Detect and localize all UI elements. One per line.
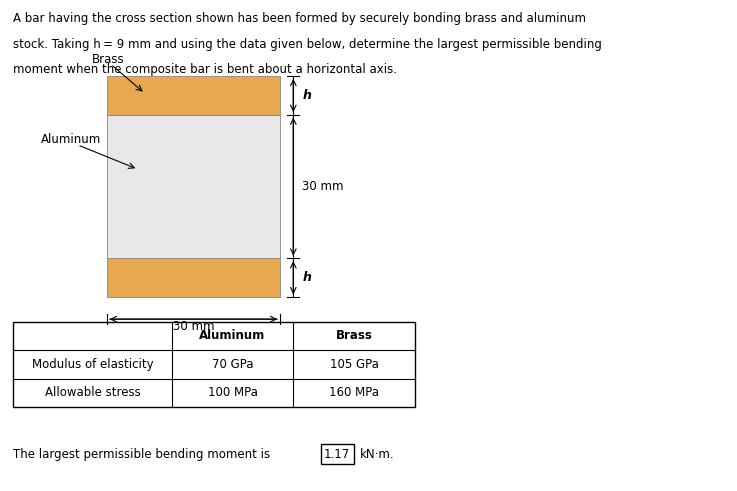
- Bar: [107, 258, 280, 297]
- Text: 160 MPa: 160 MPa: [329, 386, 379, 399]
- Text: moment when the composite bar is bent about a horizontal axis.: moment when the composite bar is bent ab…: [13, 63, 397, 76]
- Text: h: h: [302, 89, 311, 102]
- Text: Allowable stress: Allowable stress: [45, 386, 140, 399]
- Text: 30 mm: 30 mm: [302, 180, 343, 193]
- Bar: [107, 115, 280, 258]
- Text: h: h: [302, 271, 311, 284]
- Text: Brass: Brass: [335, 329, 373, 342]
- Text: A bar having the cross section shown has been formed by securely bonding brass a: A bar having the cross section shown has…: [13, 12, 586, 25]
- Text: 30 mm: 30 mm: [172, 320, 214, 332]
- Text: 70 GPa: 70 GPa: [212, 358, 254, 371]
- Bar: [107, 76, 280, 115]
- Bar: [321, 444, 354, 464]
- Text: 105 GPa: 105 GPa: [329, 358, 379, 371]
- Text: kN·m.: kN·m.: [360, 448, 394, 461]
- Text: Aluminum: Aluminum: [200, 329, 265, 342]
- Text: Brass: Brass: [92, 53, 125, 66]
- Text: 100 MPa: 100 MPa: [208, 386, 257, 399]
- Text: 1.17: 1.17: [324, 448, 350, 461]
- Text: Aluminum: Aluminum: [41, 134, 101, 146]
- Text: stock. Taking h = 9 mm and using the data given below, determine the largest per: stock. Taking h = 9 mm and using the dat…: [13, 38, 602, 51]
- Text: Modulus of elasticity: Modulus of elasticity: [32, 358, 153, 371]
- Text: The largest permissible bending moment is: The largest permissible bending moment i…: [13, 448, 270, 461]
- Bar: [13, 322, 415, 407]
